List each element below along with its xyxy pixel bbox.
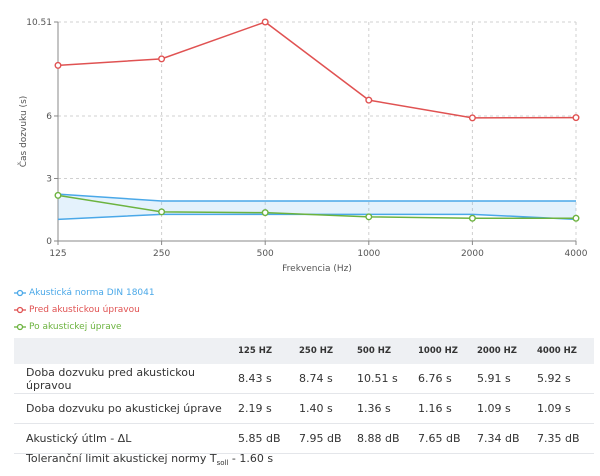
table-cell: 7.65 dB	[414, 423, 473, 454]
table-cell: 1.40 s	[295, 393, 353, 424]
table-cell: 7.95 dB	[295, 423, 353, 454]
chart-legend: Akustická norma DIN 18041 Pred akusticko…	[14, 284, 155, 335]
data-point-after	[261, 209, 269, 217]
series-line-after	[57, 194, 576, 220]
table-row: Doba dozvuku pred akustickou úpravou 8.4…	[14, 364, 594, 394]
tolerance-value: - 1.60 s	[228, 452, 274, 465]
data-point-after	[468, 214, 476, 222]
table-cell: 5.92 s	[533, 364, 594, 394]
table-row: Akustický útlm - ΔL 5.85 dB 7.95 dB 8.88…	[14, 423, 594, 454]
legend-item-after[interactable]: Po akustickej úprave	[14, 318, 155, 335]
table-cell: 5.91 s	[473, 364, 533, 394]
table-cell: 8.43 s	[234, 364, 295, 394]
data-point-before	[468, 114, 476, 122]
x-tick-label: 4000	[565, 249, 588, 259]
legend-marker-blue-icon	[14, 289, 26, 296]
data-point-before	[365, 96, 373, 104]
data-point-before	[261, 18, 269, 26]
table-header-cell: 1000 HZ	[414, 338, 473, 364]
tolerance-subscript: soll	[216, 459, 229, 468]
table-cell: 8.74 s	[295, 364, 353, 394]
legend-label-before: Pred akustickou úpravou	[29, 304, 140, 315]
table-row-label: Akustický útlm - ΔL	[14, 423, 234, 454]
data-point-before	[572, 114, 580, 122]
table-cell: 2.19 s	[234, 393, 295, 424]
norm-upper-line	[57, 193, 576, 202]
y-tick-label: 0	[46, 237, 52, 247]
table-header-cell: 4000 HZ	[533, 338, 594, 364]
y-tick-label: 10.51	[26, 18, 52, 28]
table-cell: 1.09 s	[533, 393, 594, 424]
legend-item-before[interactable]: Pred akustickou úpravou	[14, 301, 155, 318]
data-point-after	[158, 208, 166, 216]
table-header-cell: 125 HZ	[234, 338, 295, 364]
reverberation-chart: 0 3 6 10.51 125 250 500 1000 2000 4000 Frekvencia …	[17, 18, 588, 274]
x-tick-label: 250	[153, 249, 170, 259]
table-row: Doba dozvuku po akustickej úprave 2.19 s…	[14, 393, 594, 424]
table-cell: 6.76 s	[414, 364, 473, 394]
table-cell: 5.85 dB	[234, 423, 295, 454]
table-cell: 1.09 s	[473, 393, 533, 424]
table-cell: 7.34 dB	[473, 423, 533, 454]
series-line-before	[57, 21, 577, 119]
data-point-after	[54, 191, 62, 199]
x-tick-label: 500	[257, 249, 274, 259]
data-point-after	[572, 214, 580, 222]
table-header-cell	[14, 338, 234, 364]
y-tick-label: 6	[46, 112, 52, 122]
y-tick-label: 3	[46, 174, 52, 184]
data-point-after	[365, 213, 373, 221]
norm-band-area	[58, 194, 576, 220]
table-row-label: Doba dozvuku po akustickej úprave	[14, 393, 234, 424]
acoustic-data-table: 125 HZ 250 HZ 500 HZ 1000 HZ 2000 HZ 400…	[14, 338, 594, 454]
table-header-row: 125 HZ 250 HZ 500 HZ 1000 HZ 2000 HZ 400…	[14, 338, 594, 364]
y-axis-label: Čas dozvuku (s)	[17, 96, 29, 168]
tolerance-note: Toleranční limit akustickej normy Tsoll …	[26, 452, 273, 467]
table-row-label: Doba dozvuku pred akustickou úpravou	[14, 364, 234, 394]
table-cell: 8.88 dB	[353, 423, 414, 454]
x-tick-label: 1000	[357, 249, 380, 259]
data-point-before	[54, 61, 62, 69]
x-tick-label: 2000	[461, 249, 484, 259]
legend-label-din-norm: Akustická norma DIN 18041	[29, 287, 155, 298]
table-cell: 1.36 s	[353, 393, 414, 424]
table-header-cell: 2000 HZ	[473, 338, 533, 364]
legend-label-after: Po akustickej úprave	[29, 321, 122, 332]
legend-item-din-norm[interactable]: Akustická norma DIN 18041	[14, 284, 155, 301]
data-point-before	[158, 55, 166, 63]
tolerance-text: Toleranční limit akustickej normy T	[26, 452, 217, 465]
legend-marker-red-icon	[14, 306, 26, 313]
table-header-cell: 250 HZ	[295, 338, 353, 364]
legend-marker-green-icon	[14, 323, 26, 330]
x-axis-label: Frekvencia (Hz)	[282, 264, 352, 274]
table-cell: 1.16 s	[414, 393, 473, 424]
table-cell: 7.35 dB	[533, 423, 594, 454]
x-tick-label: 125	[49, 249, 66, 259]
table-cell: 10.51 s	[353, 364, 414, 394]
table-header-cell: 500 HZ	[353, 338, 414, 364]
